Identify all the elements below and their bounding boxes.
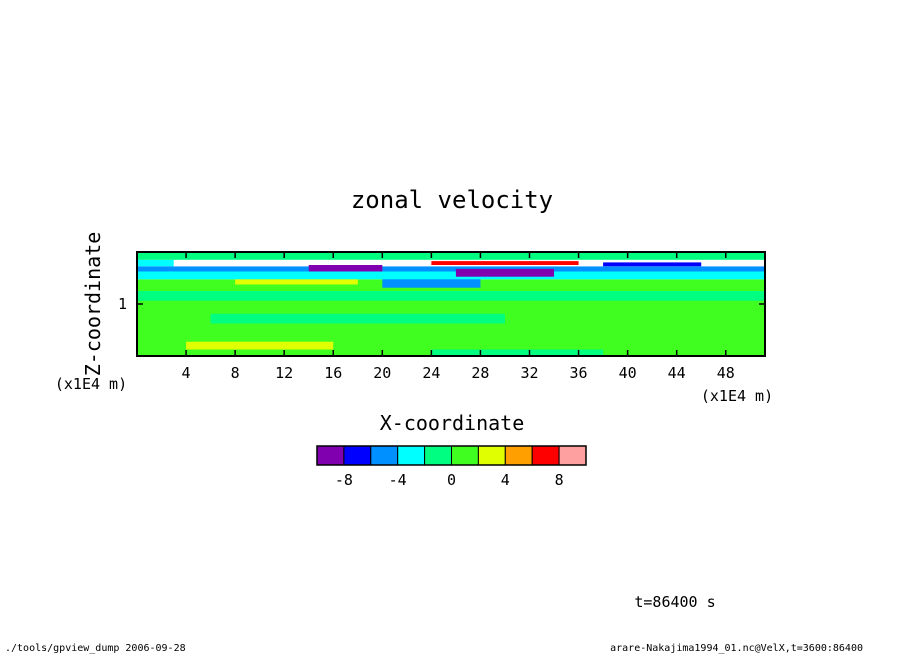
x-tick-label: 28 — [471, 364, 489, 382]
colorbar-swatch — [316, 445, 345, 466]
field-band — [235, 278, 358, 285]
x-tick-label: 40 — [619, 364, 637, 382]
colorbar-tick-label: 8 — [555, 471, 564, 489]
colorbar-swatch — [531, 445, 560, 466]
colorbar-swatch — [424, 445, 453, 466]
colorbar-tick-label: 0 — [447, 471, 456, 489]
field-band — [455, 268, 555, 277]
field-band — [210, 313, 505, 324]
y-axis-label: Z-coordinate — [81, 232, 105, 377]
colorbar-tick-label: -8 — [335, 471, 353, 489]
field-band — [137, 266, 765, 272]
footer-left: ./tools/gpview_dump 2006-09-28 — [5, 643, 186, 654]
colorbar: -8 -4 0 4 8 — [316, 445, 587, 489]
field-band — [308, 265, 383, 272]
footer-right: arare-Nakajima1994_01.nc@VelX,t=3600:864… — [610, 643, 863, 654]
field-band — [137, 252, 765, 260]
x-axis: 4 8 12 16 20 24 28 32 36 40 44 48 — [182, 252, 735, 382]
colorbar-swatch — [477, 445, 506, 466]
field-band — [137, 291, 765, 301]
colorbar-tick-label: -4 — [389, 471, 407, 489]
field-band — [186, 341, 334, 350]
x-tick-label: 44 — [668, 364, 686, 382]
field-band — [431, 261, 579, 265]
colorbar-swatch — [397, 445, 426, 466]
chart-title: zonal velocity — [351, 186, 553, 214]
y-tick-label: 1 — [118, 295, 127, 313]
x-tick-label: 12 — [275, 364, 293, 382]
colorbar-swatch — [558, 445, 587, 466]
x-axis-unit: (x1E4 m) — [701, 387, 773, 405]
x-tick-label: 16 — [324, 364, 342, 382]
x-tick-label: 24 — [422, 364, 440, 382]
field-band — [137, 271, 765, 280]
colorbar-swatch — [504, 445, 533, 466]
time-label: t=86400 s — [634, 593, 715, 611]
field-band — [382, 278, 481, 288]
field-band — [603, 262, 702, 267]
x-tick-label: 4 — [182, 364, 191, 382]
field-band — [431, 349, 604, 356]
colorbar-swatch — [451, 445, 479, 466]
field-band — [137, 259, 174, 267]
x-tick-label: 36 — [570, 364, 588, 382]
colorbar-swatch — [370, 445, 399, 466]
colorbar-frame — [316, 445, 587, 466]
x-tick-label: 32 — [520, 364, 538, 382]
colorbar-tick-label: 4 — [501, 471, 510, 489]
y-axis-unit: (x1E4 m) — [55, 375, 127, 393]
x-tick-label: 20 — [373, 364, 391, 382]
y-axis: 1 — [118, 295, 765, 313]
plot-field — [137, 252, 765, 356]
x-tick-label: 48 — [717, 364, 735, 382]
x-axis-label: X-coordinate — [380, 411, 525, 435]
colorbar-swatch — [343, 445, 372, 466]
x-tick-label: 8 — [231, 364, 240, 382]
